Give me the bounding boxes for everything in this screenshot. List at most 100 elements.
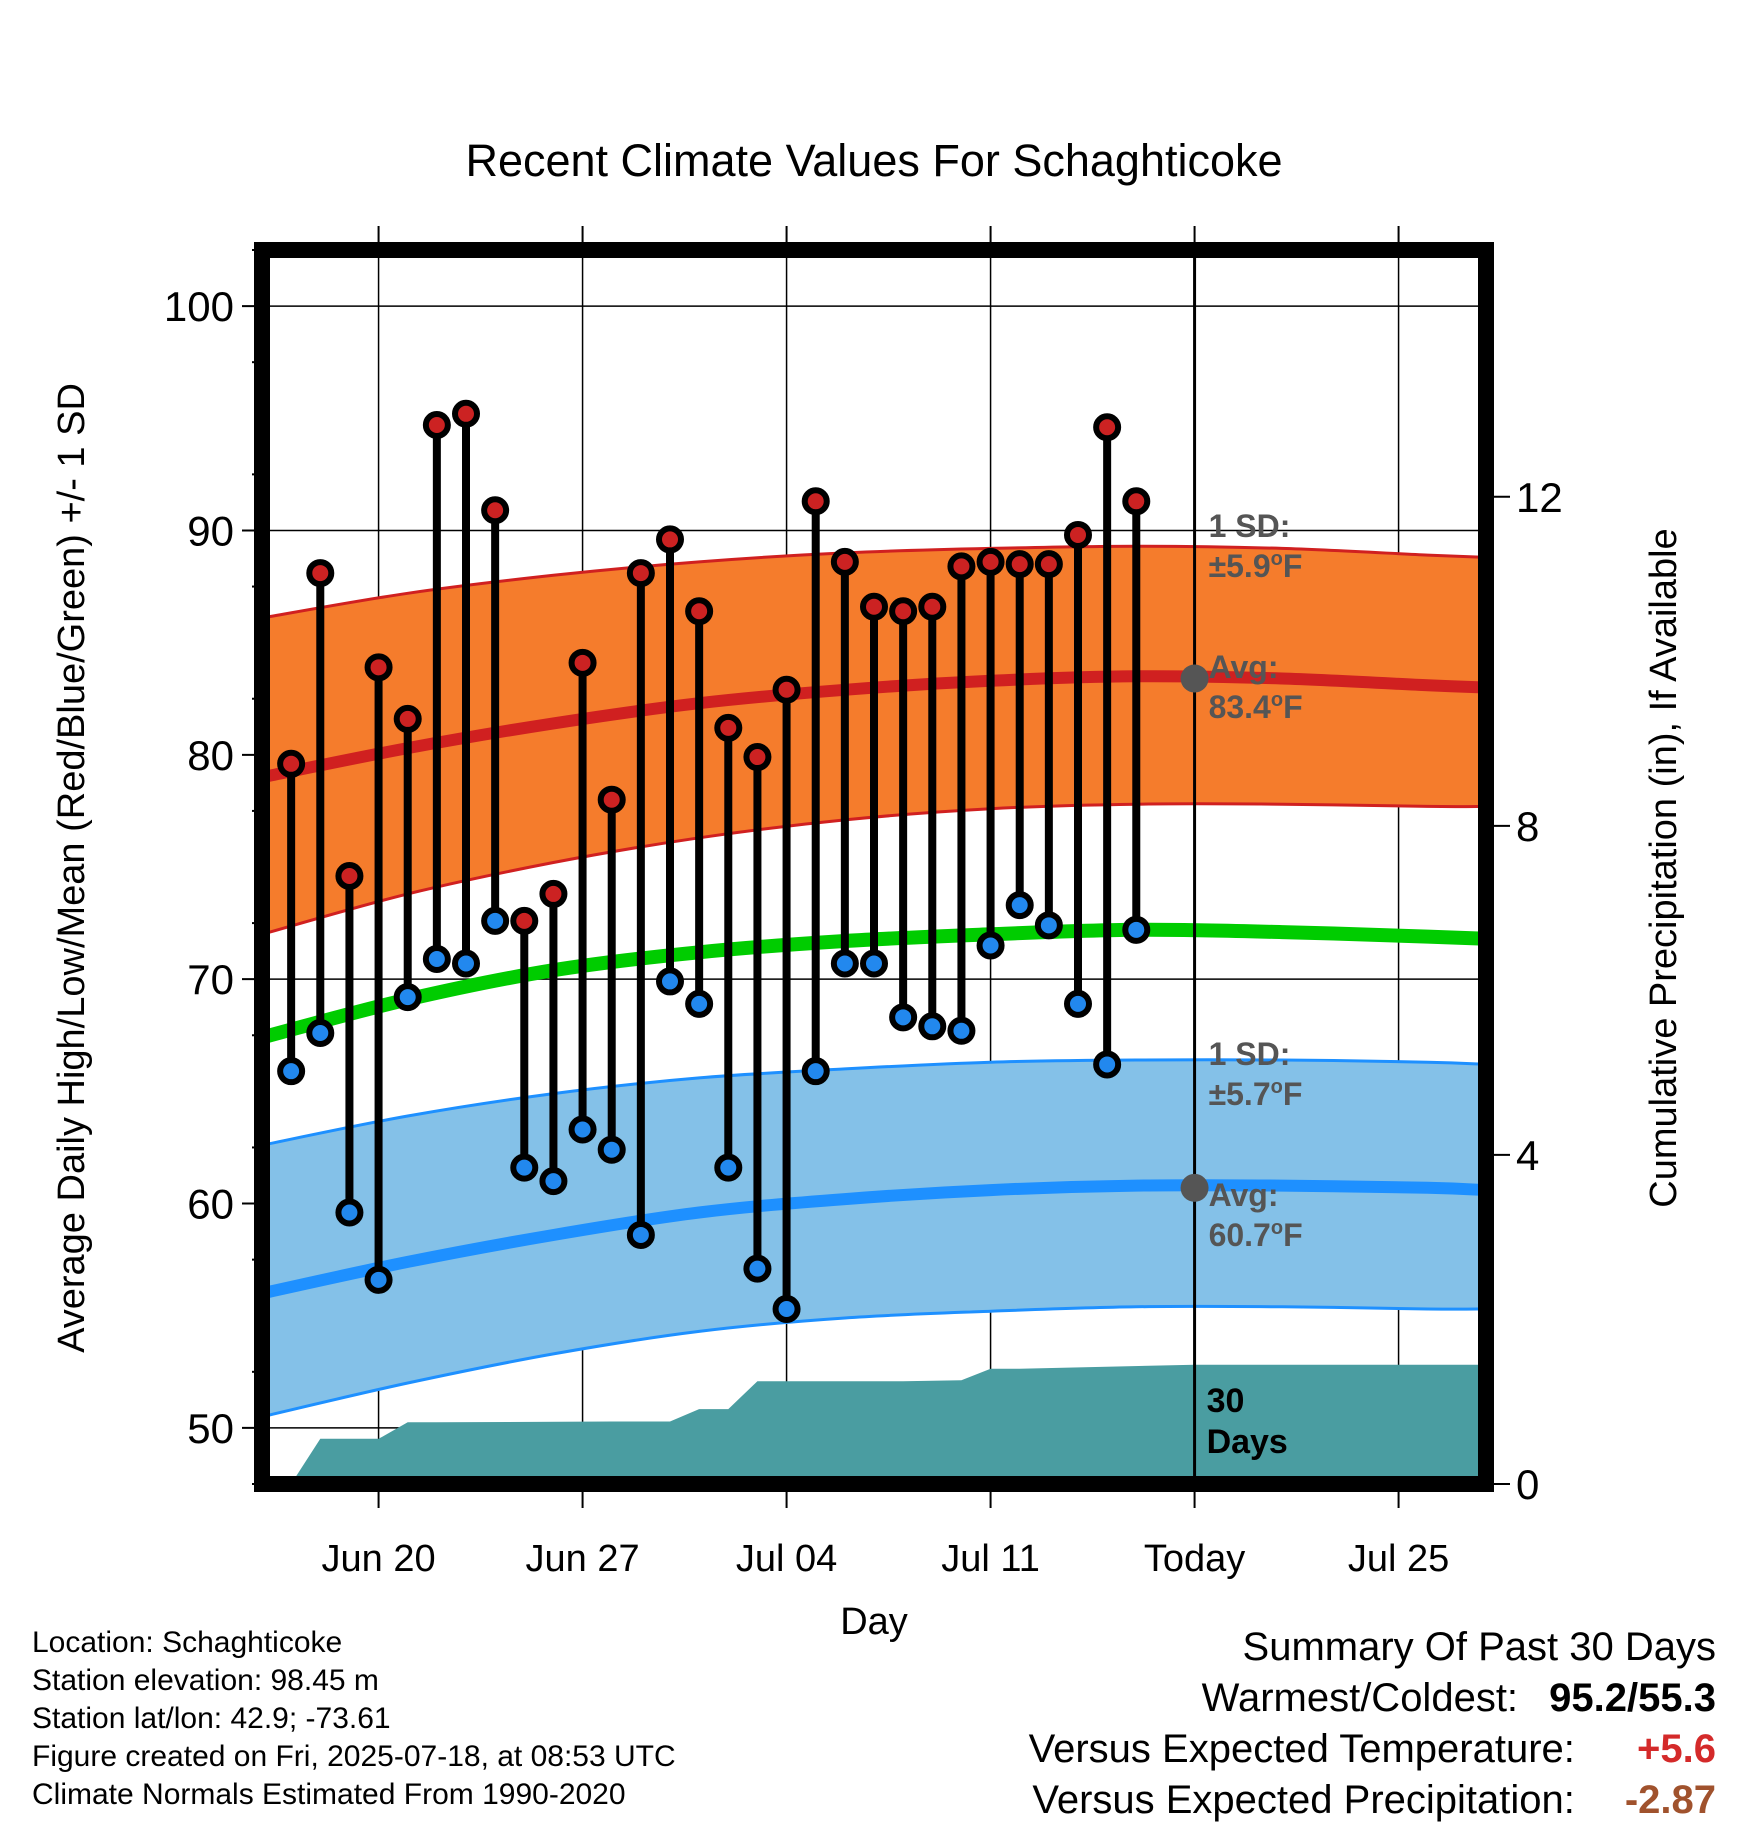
x-axis-label: Day [840,1601,908,1643]
daily-low-point [918,1012,947,1041]
daily-high-point [510,906,539,935]
normal-high-line [260,670,1487,784]
daily-low-point [685,989,714,1018]
daily-high-point [626,559,655,588]
axes: 50 60 70 80 90 100 0 4 8 12 Jun 20 Jun 27 Jul 04 Jul … [164,226,1563,1580]
elevation-text: Station elevation: 98.45 m [32,1664,379,1697]
daily-low-point [801,1057,830,1086]
daily-high-point [947,552,976,581]
precipitation-value: -2.87 [1624,1778,1716,1822]
daily-low-point [830,949,859,978]
annotations: 1 SD: ±5.9oF Avg: 83.4oF 1 SD: ±5.7oF Avg: 60.7… [1180,508,1303,1461]
low-sd-label: 1 SD: [1209,1036,1291,1072]
y-tick-label: 70 [187,956,234,1003]
station-info: Location: Schaghticoke Station elevation… [32,1624,676,1814]
daily-low-point [1005,891,1034,920]
summary-panel: Summary Of Past 30 Days Warmest/Coldest:… [1029,1622,1716,1826]
y2-tick-label: 12 [1516,474,1563,521]
daily-high-point [452,399,480,428]
daily-high-point [277,749,306,778]
daily-high-point [393,704,422,733]
daily-low-point [976,931,1005,960]
low-sd-value: ±5.7oF [1209,1076,1303,1112]
y-axis-label: Average Daily High/Low/Mean (Red/Blue/Gr… [51,383,93,1353]
plot-frame [254,242,1494,1492]
daily-low-point [743,1254,772,1283]
daily-low-point [626,1220,655,1249]
y-tick-label: 80 [187,732,234,779]
y-tick-label: 50 [187,1405,234,1452]
daily-low-point [1064,989,1092,1018]
summary-temperature: Versus Expected Temperature: +5.6 [1029,1724,1716,1775]
today-low-avg-dot [1180,1173,1209,1202]
precipitation-area [262,1364,1486,1484]
high-sd-label: 1 SD: [1209,508,1291,544]
y-tick-label: 60 [187,1181,234,1228]
high-sd-band-lower-edge [261,802,1487,936]
daily-high-point [685,597,714,626]
x-tick-label: Today [1144,1538,1245,1580]
daily-high-point [306,559,335,588]
temperature-value: +5.6 [1637,1727,1716,1771]
normal-mean-line [260,922,1487,1045]
daily-high-point [481,496,510,525]
daily-low-point [656,967,684,996]
created-text: Figure created on Fri, 2025-07-18, at 08… [32,1740,676,1773]
x-tick-label: Jul 25 [1348,1538,1449,1580]
daily-high-point [597,785,626,814]
daily-low-point [889,1003,918,1032]
daily-high-point [772,675,801,704]
daily-points [277,399,1151,1323]
daily-low-point [1122,915,1151,944]
daily-high-point [568,648,597,677]
daily-low-point [335,1198,364,1227]
daily-high-point [860,592,888,621]
daily-high-point [364,653,393,682]
daily-high-point [889,597,918,626]
daily-high-point [1034,550,1063,579]
daily-high-point [976,547,1005,576]
daily-low-point [510,1153,539,1182]
daily-low-point [481,906,510,935]
y2-tick-label: 0 [1516,1461,1539,1508]
x-tick-label: Jul 11 [941,1538,1040,1580]
x-tick-label: Jun 20 [322,1538,436,1580]
warmest-coldest-label: Warmest/Coldest: [1201,1676,1519,1720]
daily-high-point [422,411,451,440]
y2-tick-label: 4 [1516,1132,1539,1179]
daily-low-point [539,1167,568,1196]
x-tick-label: Jul 04 [736,1538,837,1580]
daily-low-point [714,1153,743,1182]
summary-warmest-coldest: Warmest/Coldest: 95.2/55.3 [1029,1673,1716,1724]
daily-low-point [452,949,480,978]
high-avg-value: 83.4oF [1209,689,1303,725]
y-tick-label: 90 [187,507,234,554]
high-sd-band-upper-edge [261,544,1487,620]
daily-high-point [1122,487,1151,516]
warmest-coldest-value: 95.2/55.3 [1549,1676,1716,1720]
daily-low-point [1093,1050,1122,1079]
daily-low-point [364,1265,393,1294]
summary-precipitation: Versus Expected Precipitation: -2.87 [1029,1775,1716,1826]
daily-high-point [1064,520,1092,549]
daily-high-point [801,487,830,516]
daily-low-point [772,1294,801,1323]
daily-high-point [1005,550,1034,579]
daily-low-point [860,949,888,978]
days-label-text: Days [1207,1423,1288,1461]
x-tick-label: Jun 27 [526,1538,640,1580]
days-label-number: 30 [1207,1382,1245,1420]
high-sd-value: ±5.9oF [1209,548,1303,584]
daily-high-point [1093,413,1122,442]
daily-low-point [306,1019,335,1048]
daily-low-point [1034,911,1063,940]
summary-title: Summary Of Past 30 Days [1242,1625,1716,1669]
daily-high-point [830,547,859,576]
precipitation-label: Versus Expected Precipitation: [1032,1778,1575,1822]
daily-low-point [597,1135,626,1164]
low-avg-label: Avg: [1209,1177,1279,1213]
daily-high-point [335,861,364,890]
daily-high-point [918,592,947,621]
high-avg-label: Avg: [1209,649,1279,685]
cumulative-precip-area [262,1364,1486,1484]
